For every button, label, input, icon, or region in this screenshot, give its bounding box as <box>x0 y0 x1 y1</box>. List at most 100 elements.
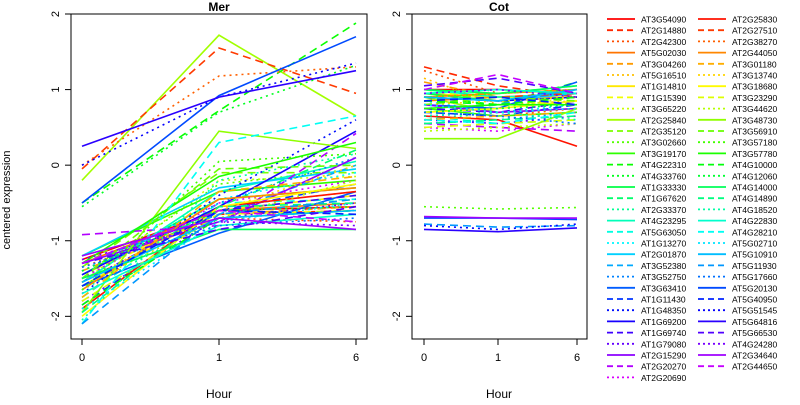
x-axis-label-mer: Hour <box>206 387 232 400</box>
series-line-AT5G11930 <box>423 223 578 228</box>
legend-label: AT2G15290 <box>641 351 686 361</box>
legend-label: AT2G35120 <box>641 127 686 137</box>
legend: AT3G54090AT2G14880AT2G42300AT5G02030AT3G… <box>607 15 777 383</box>
legend-label: AT3G04260 <box>641 59 686 69</box>
legend-label: AT3G54090 <box>641 15 686 25</box>
legend-label: AT3G01180 <box>732 59 777 69</box>
series-line-AT2G20270 <box>423 122 578 132</box>
series-line-AT1G48350 <box>81 119 357 295</box>
series-line-AT3G56910 <box>81 164 357 280</box>
series-line-AT2G38270 <box>81 66 357 166</box>
series-line-AT4G14000 <box>423 85 578 95</box>
y-tick-label-cot: 2 <box>391 11 403 17</box>
series-line-AT2G34640 <box>423 215 577 219</box>
legend-label: AT5G17660 <box>732 272 777 282</box>
legend-label: AT3G63410 <box>641 283 686 293</box>
legend-label: AT5G20130 <box>732 283 777 293</box>
legend-label: AT5G16510 <box>641 71 686 81</box>
y-tick-label-cot: 0 <box>391 162 403 168</box>
x-tick-label-mer: 6 <box>353 352 359 364</box>
legend-label: AT3G48730 <box>732 115 777 125</box>
series-line-AT5G51545 <box>423 223 578 231</box>
series-line-AT3G44620 <box>81 179 357 287</box>
x-tick-label-mer: 1 <box>216 352 222 364</box>
legend-label: AT5G02030 <box>641 48 686 58</box>
legend-label: AT3G44620 <box>732 104 777 114</box>
series-line-AT5G10910 <box>423 88 578 102</box>
series-line-AT4G12060 <box>423 103 578 114</box>
series-line-AT3G63410 <box>81 190 357 287</box>
legend-label: AT1G69200 <box>641 317 686 327</box>
plot-frame-cot <box>411 13 588 340</box>
legend-label: AT2G42300 <box>641 37 686 47</box>
legend-label: AT5G66530 <box>732 328 777 338</box>
legend-label: AT1G33330 <box>641 183 686 193</box>
legend-label: AT1G48350 <box>641 306 686 316</box>
legend-label: AT4G23295 <box>641 216 686 226</box>
legend-label: AT3G65220 <box>641 104 686 114</box>
series-line-AT2G25830 <box>423 115 578 148</box>
legend-label: AT2G14880 <box>641 26 686 36</box>
series-line-AT3G48730 <box>81 130 357 313</box>
legend-label: AT1G69740 <box>641 328 686 338</box>
legend-label: AT1G67620 <box>641 194 686 204</box>
series-line-AT3G52750 <box>423 111 578 125</box>
legend-label: AT1G14810 <box>641 82 686 92</box>
legend-label: AT2G01870 <box>641 250 686 260</box>
series-line-AT4G18520 <box>423 111 578 121</box>
legend-label: AT4G22830 <box>732 216 777 226</box>
series-line-AT5G51545 <box>81 62 357 166</box>
series-line-AT2G44650 <box>81 209 357 265</box>
series-line-AT4G33760 <box>81 64 357 208</box>
series-line-AT5G64816 <box>423 227 578 233</box>
axes-mer: -2 -1 0 1 2 0 1 6 <box>50 11 359 364</box>
legend-label: AT2G25830 <box>732 15 777 25</box>
series-line-AT5G02710 <box>423 103 578 114</box>
series-line-AT2G35120 <box>81 171 356 268</box>
series-line-AT5G20130 <box>81 35 357 204</box>
legend-label: AT5G40950 <box>732 295 777 305</box>
series-line-AT3G02660 <box>423 205 578 210</box>
legend-label: AT5G02710 <box>732 239 777 249</box>
legend-label: AT4G10000 <box>732 160 777 170</box>
legend-label: AT2G20690 <box>641 373 686 383</box>
x-tick-label-cot: 6 <box>574 352 580 364</box>
series-line-AT5G02710 <box>81 202 357 310</box>
legend-label: AT3G57180 <box>732 138 777 148</box>
legend-label: AT3G23290 <box>732 93 777 103</box>
legend-label: AT5G51545 <box>732 306 777 316</box>
series-line-AT2G27510 <box>81 47 357 170</box>
panel-cot: Cot Hour -2 -1 0 1 2 0 1 6 <box>391 0 588 401</box>
y-tick-label-mer: 1 <box>50 87 62 93</box>
series-line-AT3G44620 <box>423 122 578 132</box>
panel-title-cot: Cot <box>489 0 509 14</box>
legend-label: AT2G20270 <box>641 362 686 372</box>
x-tick-label-cot: 1 <box>495 352 501 364</box>
series-line-AT3G57180 <box>81 153 357 291</box>
series-line-AT5G11930 <box>81 198 357 325</box>
y-tick-label-mer: 0 <box>50 162 62 168</box>
legend-label: AT2G33370 <box>641 205 686 215</box>
y-tick-label-cot: 1 <box>391 87 403 93</box>
legend-label: AT3G52750 <box>641 272 686 282</box>
x-tick-label-cot: 0 <box>421 352 427 364</box>
legend-label: AT4G18520 <box>732 205 777 215</box>
series-line-AT2G20690 <box>423 122 578 133</box>
legend-label: AT3G02660 <box>641 138 686 148</box>
legend-label: AT3G18680 <box>732 82 777 92</box>
series-line-AT4G12060 <box>81 205 357 272</box>
legend-label: AT2G44050 <box>732 48 777 58</box>
legend-label: AT3G52380 <box>641 261 686 271</box>
legend-label: AT3G57780 <box>732 149 777 159</box>
legend-label: AT1G11430 <box>641 295 686 305</box>
y-tick-label-mer: -1 <box>50 236 62 246</box>
legend-label: AT1G13270 <box>641 239 686 249</box>
series-line-AT5G63050 <box>81 198 357 299</box>
series-group-cot <box>423 66 578 233</box>
series-line-AT4G24280 <box>423 88 578 98</box>
series-line-AT2G42300 <box>423 69 578 95</box>
legend-label: AT4G33760 <box>641 171 686 181</box>
legend-label: AT2G34640 <box>732 351 777 361</box>
series-line-AT3G57780 <box>81 141 357 265</box>
